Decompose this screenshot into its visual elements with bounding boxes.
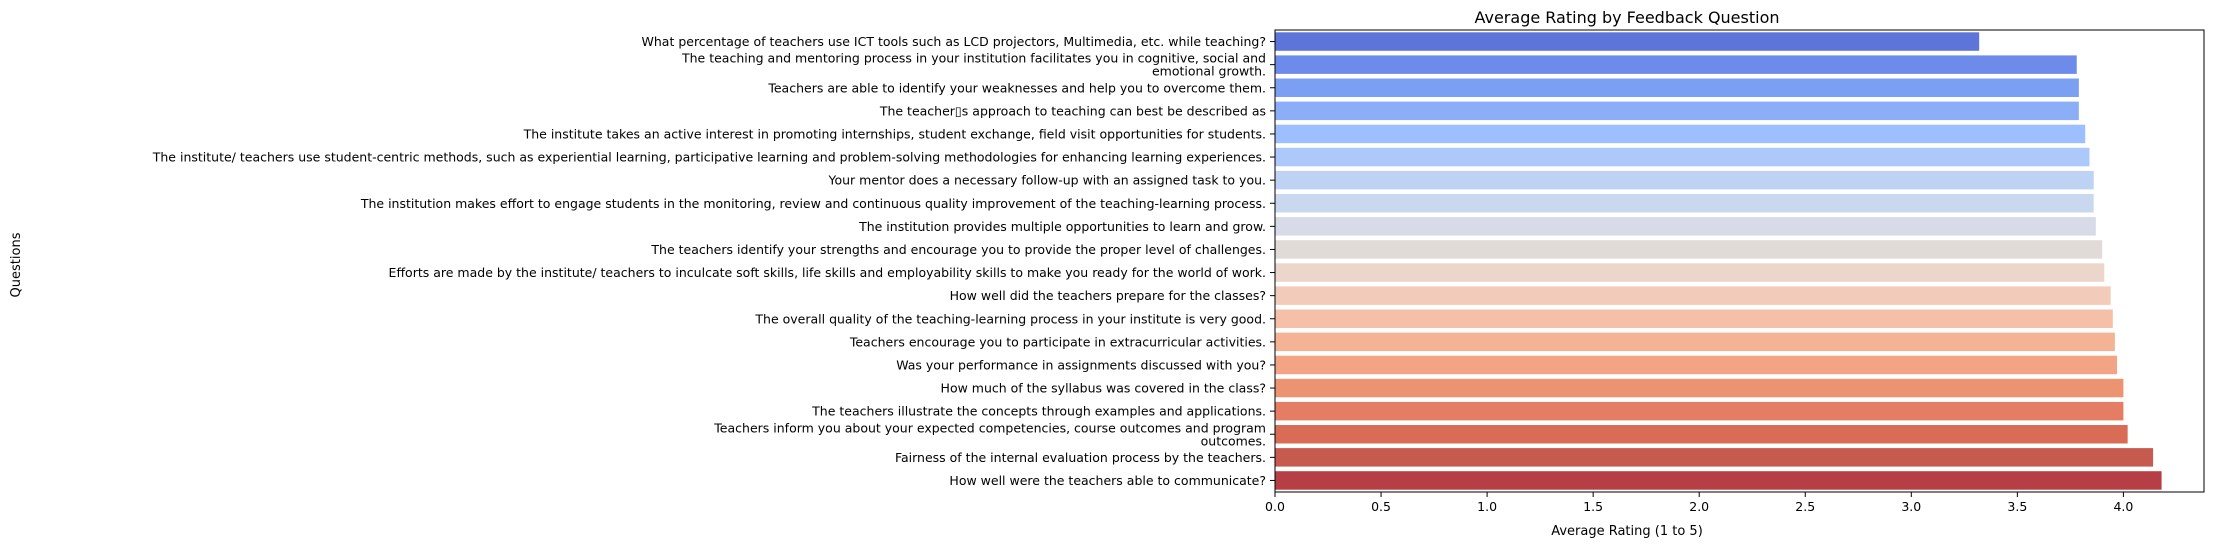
x-tick-label: 4.0 [2113,499,2133,514]
y-tick-label: How well did the teachers prepare for th… [950,288,1266,303]
bar-19 [1275,448,2154,467]
bar-12 [1275,286,2111,305]
bar-14 [1275,332,2115,352]
y-tick-label: How much of the syllabus was covered in … [941,381,1266,396]
y-tick-label: Was your performance in assignments disc… [896,357,1266,372]
y-tick-label: The teachers illustrate the concepts thr… [811,404,1266,419]
x-tick-label: 0.0 [1265,499,1285,514]
y-tick-label: The institute takes an active interest i… [523,126,1266,141]
y-tick-label: The institute/ teachers use student-cent… [152,150,1266,165]
y-tick-label: What percentage of teachers use ICT tool… [642,34,1267,49]
y-tick-label: The teaching and mentoring process in yo… [681,51,1266,66]
bar-9 [1275,217,2096,236]
bar-3 [1275,78,2079,97]
y-tick-label: The teacher▯s approach to teaching can b… [879,103,1266,118]
x-axis-label: Average Rating (1 to 5) [1551,524,1703,539]
bar-17 [1275,401,2124,421]
x-tick-label: 2.5 [1795,499,1815,514]
y-tick-label: The institution makes effort to engage s… [360,196,1266,211]
bar-1 [1275,32,1980,51]
y-tick-label: outcomes. [1201,433,1266,448]
x-tick-label: 0.5 [1371,499,1391,514]
y-tick-label: The institution provides multiple opport… [858,219,1266,234]
y-tick-label: Teachers inform you about your expected … [713,420,1266,435]
y-tick-label: Efforts are made by the institute/ teach… [389,265,1266,280]
y-tick-label: Teachers encourage you to participate in… [849,334,1266,349]
bar-16 [1275,378,2124,398]
bar-10 [1275,240,2103,259]
bar-4 [1275,101,2079,121]
y-tick-labels: What percentage of teachers use ICT tool… [152,34,1275,488]
bar-15 [1275,355,2118,375]
bar-11 [1275,263,2105,282]
y-tick-label: How well were the teachers able to commu… [949,473,1266,488]
plot-frame [1274,29,2205,493]
y-tick-label: Teachers are able to identify your weakn… [767,80,1266,95]
x-tick-label: 1.0 [1477,499,1497,514]
y-tick-label: The overall quality of the teaching-lear… [754,311,1266,326]
bar-2 [1275,55,2077,74]
bar-6 [1275,147,2090,167]
x-tick-label: 2.0 [1689,499,1709,514]
x-tick-label: 3.0 [1901,499,1921,514]
x-tick-labels: 0.0 0.5 1.0 1.5 2.0 2.5 3.0 3.5 4.0 [1265,492,2133,514]
bars-layer [1275,32,2162,490]
x-tick-label: 1.5 [1583,499,1603,514]
y-axis-label: Questions [9,232,24,297]
bar-18 [1275,425,2128,444]
x-tick-label: 3.5 [2007,499,2027,514]
bar-20 [1275,471,2162,490]
bar-5 [1275,124,2086,144]
bar-7 [1275,170,2094,190]
y-tick-label: Your mentor does a necessary follow-up w… [828,173,1267,188]
bar-8 [1275,194,2094,213]
chart-title: Average Rating by Feedback Question [1474,8,1779,27]
bar-13 [1275,309,2113,328]
y-tick-label: The teachers identify your strengths and… [650,242,1266,257]
y-tick-label: emotional growth. [1152,64,1266,79]
y-tick-label: Fairness of the internal evaluation proc… [895,450,1266,465]
